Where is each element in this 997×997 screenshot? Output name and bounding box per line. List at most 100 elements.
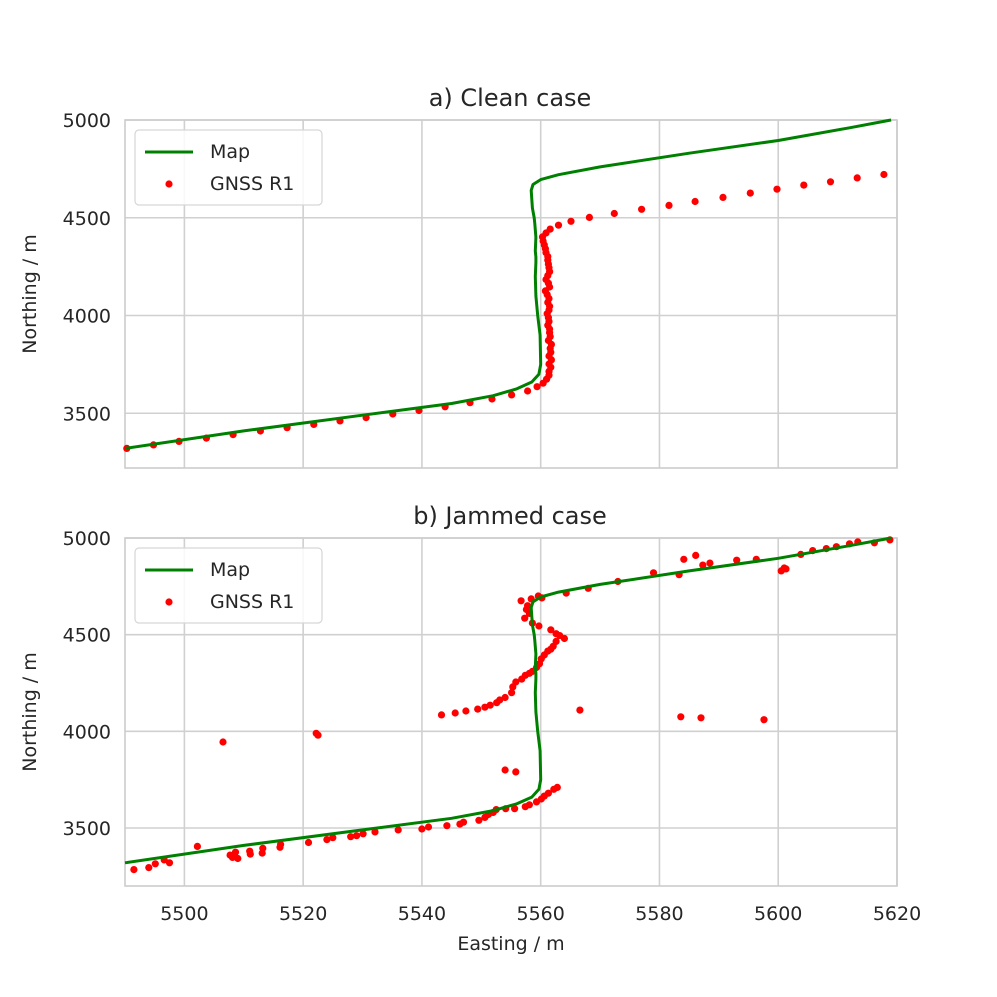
gnss-point (314, 731, 322, 739)
gnss-point (501, 766, 509, 774)
x-tick-label: 5620 (873, 903, 921, 925)
plot-frame (124, 537, 898, 887)
plot-marks (124, 536, 894, 874)
gnss-point (486, 701, 494, 709)
gnss-point (508, 689, 516, 697)
gnss-point (880, 170, 888, 179)
gnss-point (501, 693, 509, 702)
gnss-point (692, 551, 700, 560)
y-axis-label: Northing / m (19, 652, 41, 772)
gnss-point (219, 738, 227, 746)
gnss-point (800, 181, 808, 189)
gnss-point (475, 816, 483, 824)
x-tick-label: 5560 (517, 903, 565, 925)
map-line (124, 118, 892, 450)
gnss-point (521, 614, 529, 622)
gnss-point (512, 678, 520, 686)
gnss-point (567, 217, 575, 225)
y-tick-label: 3500 (63, 403, 111, 425)
gnss-point (746, 189, 754, 197)
x-tick-label: 5500 (160, 903, 208, 925)
gnss-point (576, 706, 584, 714)
gnss-point (535, 622, 543, 630)
y-tick-label: 4000 (63, 721, 111, 743)
x-tick-label: 5600 (754, 903, 802, 925)
gnss-point (394, 826, 402, 834)
gnss-point (151, 860, 159, 868)
legend: Map GNSS R1 (134, 129, 323, 206)
gnss-point (665, 201, 673, 209)
panel-b: b) Jammed case 5500 5520 5540 5560 5580 5600 5… (19, 502, 921, 955)
gnss-point (329, 834, 337, 842)
y-tick-label: 5000 (63, 528, 111, 550)
legend-map-label: Map (210, 141, 250, 163)
gnss-point (760, 716, 768, 724)
tick-labels: 5500 5520 5540 5560 5580 5600 5620 3500 4000 4500… (63, 528, 922, 925)
y-axis-label: Northing / m (19, 234, 41, 354)
x-tick-label: 5580 (635, 903, 683, 925)
x-tick-label: 5520 (279, 903, 327, 925)
gnss-point (638, 205, 646, 213)
panel-a: a) Clean case 3500 4000 4500 5000 Northing … (19, 84, 898, 469)
gnss-point (691, 197, 699, 206)
gnss-point (680, 555, 688, 563)
gnss-point (826, 178, 835, 186)
gnss-point (853, 174, 861, 182)
gnss-point (706, 559, 714, 567)
gnss-point (371, 828, 379, 836)
gnss-point (462, 707, 470, 715)
legend-box (134, 547, 323, 624)
legend-gnss-marker (165, 180, 173, 188)
gnss-point (234, 854, 242, 863)
legend-gnss-label: GNSS R1 (210, 173, 294, 195)
gnss-point (547, 626, 555, 634)
gnss-point (258, 849, 266, 857)
gnss-point (546, 225, 554, 233)
gnss-point (560, 634, 569, 643)
gnss-point (552, 637, 560, 646)
gnss-point (554, 221, 563, 229)
gnss-point (418, 825, 426, 833)
gnss-point (451, 709, 459, 717)
gnss-point (359, 830, 367, 838)
y-tick-label: 5000 (63, 110, 111, 132)
gnss-point (443, 822, 451, 830)
chart-title: b) Jammed case (413, 502, 607, 530)
y-tick-label: 4500 (63, 625, 111, 647)
gnss-point (517, 597, 525, 605)
gnss-point (459, 818, 468, 826)
gnss-point (533, 383, 541, 391)
gnss-point (610, 209, 618, 218)
gnss-point (347, 833, 355, 841)
plot-frame (124, 119, 898, 469)
gnss-point (323, 836, 331, 844)
gnss-point (512, 768, 520, 776)
map-line (124, 536, 892, 865)
gnss-point (782, 565, 790, 573)
gnss-point (508, 391, 516, 399)
gnss-point (353, 832, 361, 840)
gnss-point (585, 213, 594, 221)
legend-box (134, 129, 323, 206)
legend-gnss-marker (165, 598, 173, 606)
gnss-point (496, 696, 504, 704)
gnss-point (524, 602, 532, 610)
gnss-point (719, 193, 727, 201)
legend-gnss-label: GNSS R1 (210, 591, 294, 613)
gnss-point (424, 823, 433, 831)
gnss-point (277, 840, 285, 849)
legend-map-label: Map (210, 559, 250, 581)
gnss-point (437, 711, 446, 719)
gnss-point (304, 838, 313, 847)
plot-marks (123, 118, 892, 452)
tick-labels: 3500 4000 4500 5000 (63, 110, 111, 425)
gnss-point (697, 714, 705, 722)
gnss-point (773, 185, 781, 193)
gnss-point (474, 705, 482, 713)
gnss-point (510, 805, 519, 813)
legend: Map GNSS R1 (134, 547, 323, 624)
gnss-point (733, 556, 741, 564)
y-tick-label: 3500 (63, 818, 111, 840)
gnss-point (193, 842, 201, 851)
